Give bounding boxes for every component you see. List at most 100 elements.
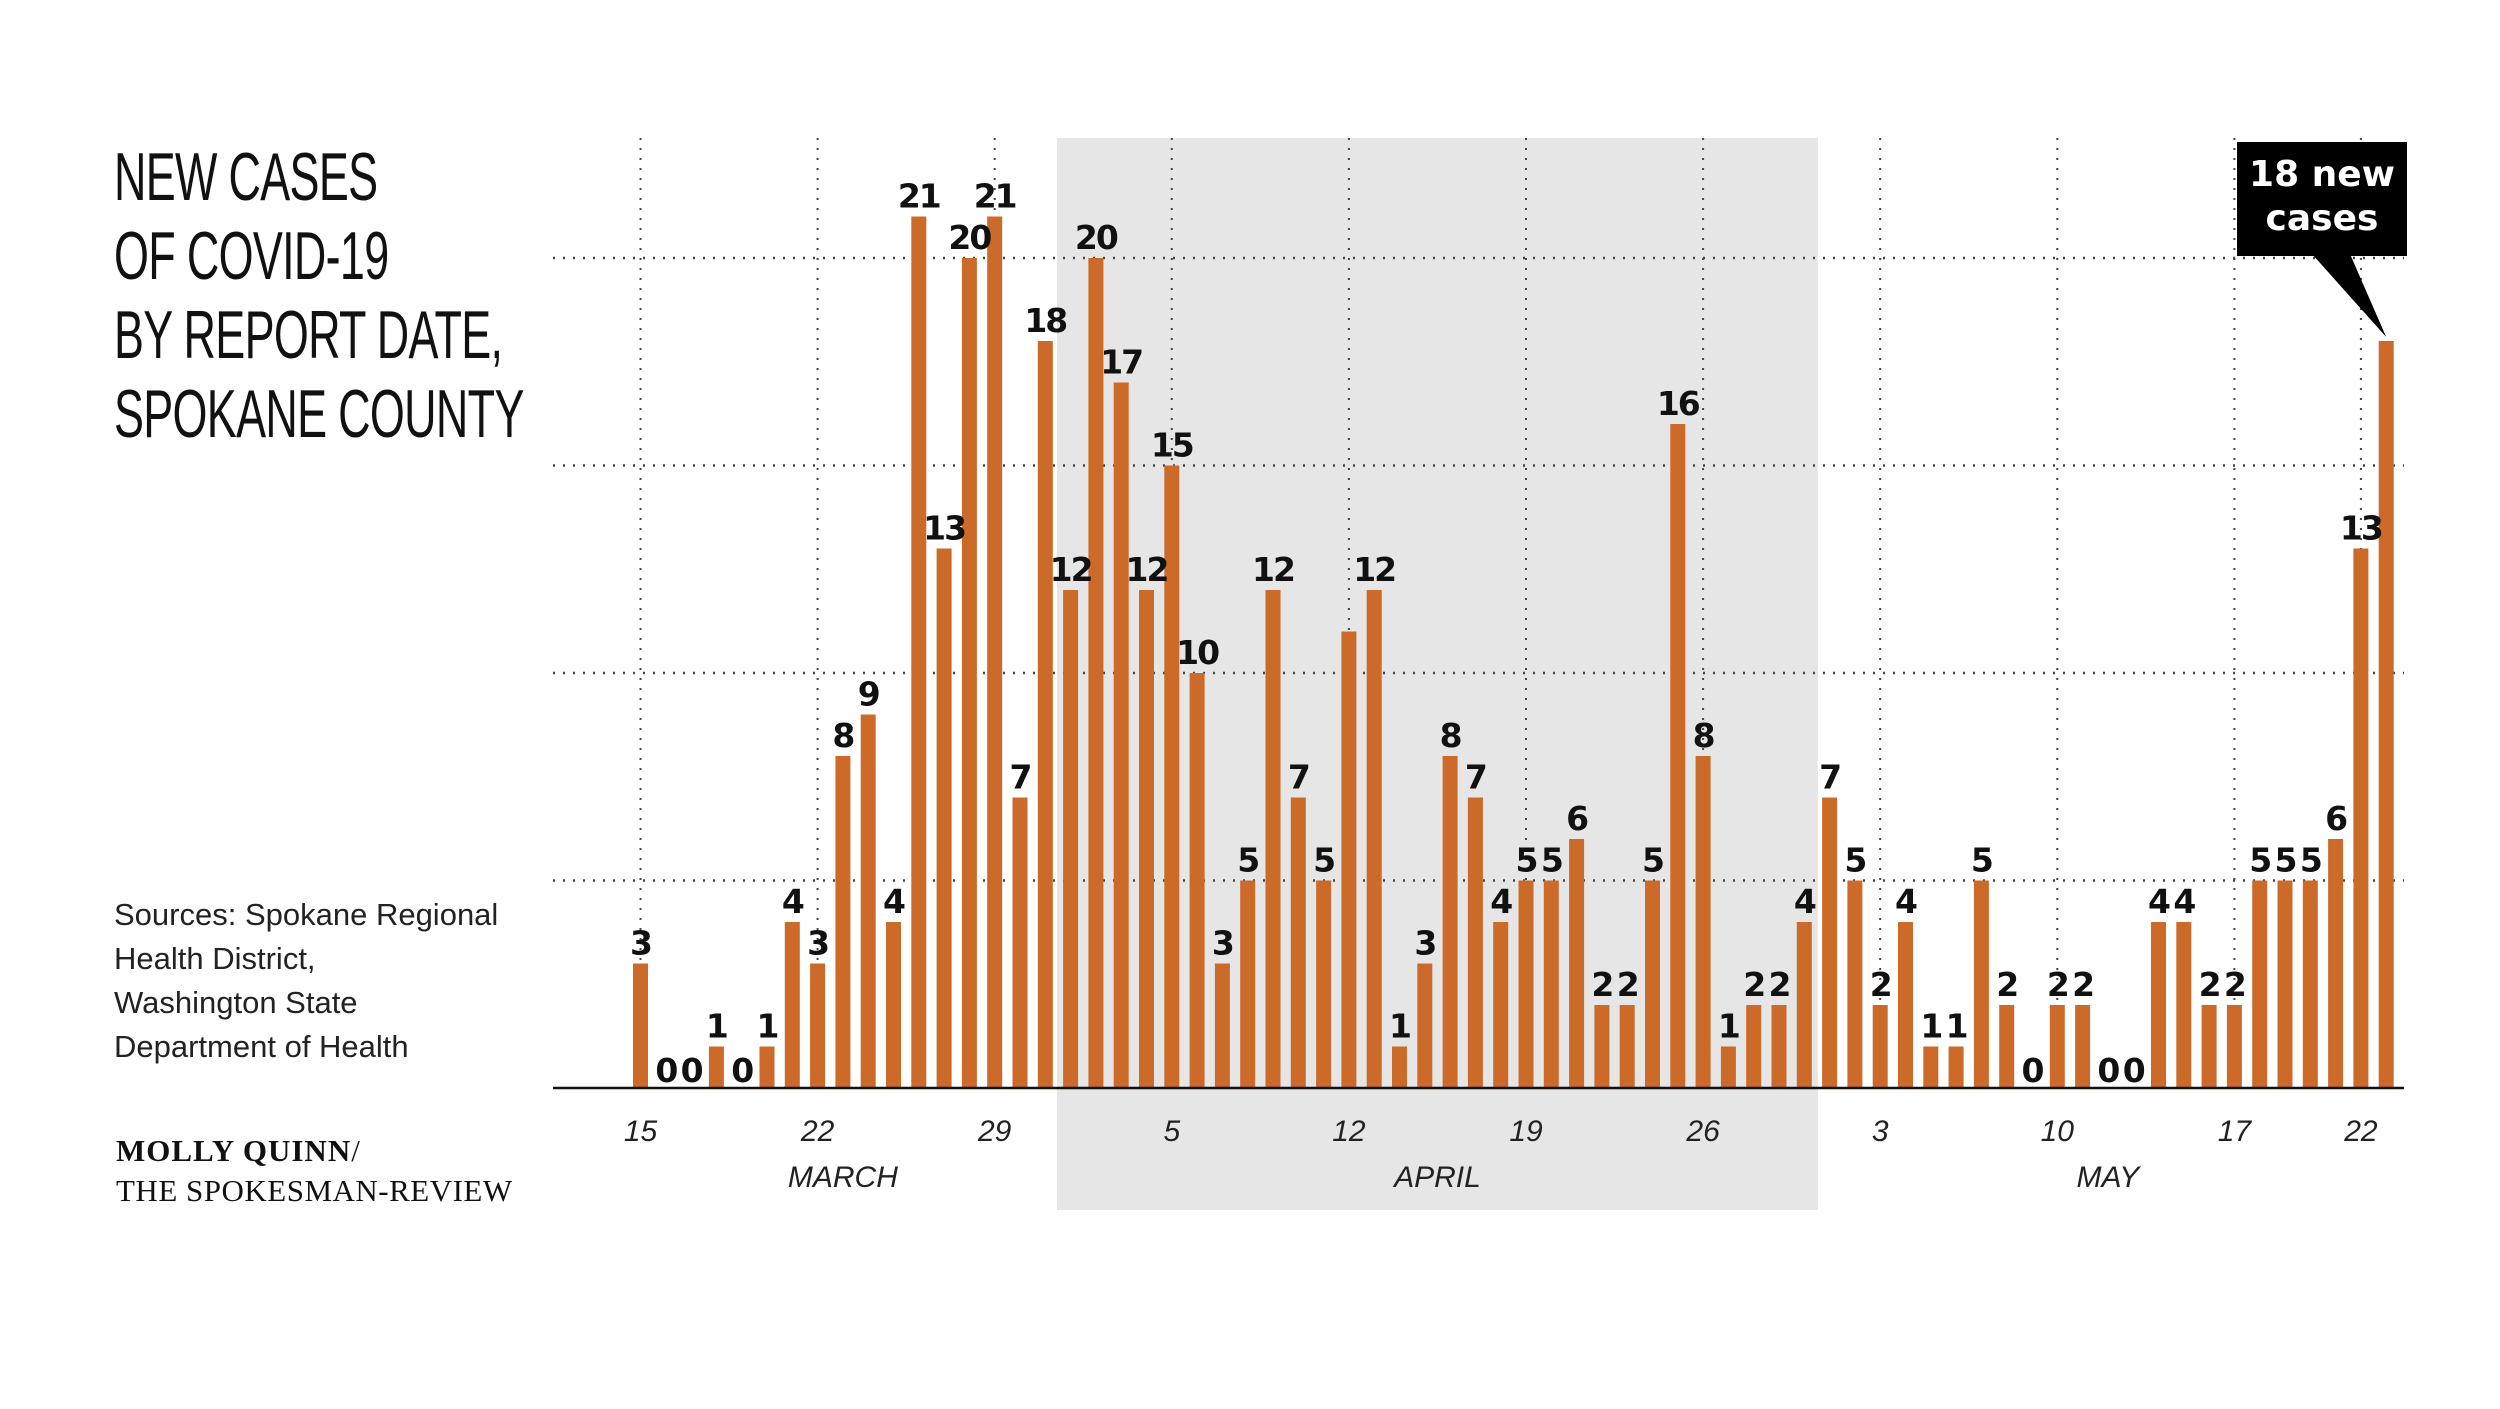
bar [1113,382,1129,1088]
bar [1771,1005,1787,1088]
value-label: 4 [782,882,804,921]
bar [1442,756,1458,1088]
bar [2226,1005,2242,1088]
value-label: 2 [1617,965,1638,1004]
callout-box [2237,142,2407,256]
value-label: 17 [1100,343,1142,382]
value-label: 1 [1946,1007,1967,1046]
value-label: 4 [2173,882,2195,921]
bar [886,922,901,1088]
bar [1493,922,1509,1088]
value-label: 2 [2047,965,2068,1004]
value-label: 4 [1895,882,1917,921]
bar [1619,1005,1635,1088]
x-tick-label: 10 [2041,1115,2075,1148]
value-label: 3 [630,924,651,963]
value-label: 3 [1414,924,1435,963]
value-label: 21 [898,177,940,216]
x-tick-label: 19 [1509,1115,1543,1148]
value-label: 7 [1819,758,1840,797]
x-tick-label: 5 [1163,1115,1180,1148]
value-label: 0 [2097,1051,2119,1090]
value-label: 7 [1465,758,1486,797]
value-label: 0 [681,1051,703,1090]
x-tick-label: 3 [1872,1115,1889,1148]
bar [1164,465,1180,1088]
month-label: MARCH [788,1161,898,1194]
x-tick-label: 29 [977,1115,1012,1148]
value-label: 3 [1212,924,1233,963]
x-tick-label: 12 [1332,1115,1366,1148]
value-label: 4 [883,882,905,921]
bar [1290,797,1306,1088]
value-label: 2 [1591,965,1612,1004]
value-label: 1 [1920,1007,1941,1046]
bar [1948,1046,1964,1088]
value-label: 5 [1313,841,1334,880]
value-label: 9 [858,675,879,714]
value-label: 15 [1151,426,1193,465]
chart-title: NEW CASES OF COVID-19 BY REPORT DATE, SP… [114,138,534,454]
bar [1670,424,1686,1088]
bar [1569,839,1585,1088]
bar [2176,922,2192,1088]
bar [961,258,977,1088]
bar [2049,1005,2065,1088]
x-tick-label: 22 [2343,1115,2378,1148]
value-label: 5 [2249,841,2270,880]
bar [1973,880,1989,1088]
bar [1316,880,1332,1088]
value-label: 1 [1718,1007,1739,1046]
x-tick-label: 22 [800,1115,835,1148]
bar [1088,258,1104,1088]
value-label: 13 [2340,509,2382,548]
value-label: 10 [1176,633,1219,672]
bar [1796,922,1812,1088]
bar [1543,880,1559,1088]
value-label: 8 [832,716,853,755]
value-label: 12 [1126,550,1168,589]
bar [1594,1005,1610,1088]
callout-pointer [2312,254,2387,337]
title-line-1: NEW CASES [114,139,378,215]
credit: MOLLY QUINN/ THE SPOKESMAN-REVIEW [116,1133,636,1209]
value-label: 0 [731,1051,753,1090]
value-label: 1 [1389,1007,1410,1046]
value-label: 1 [757,1007,778,1046]
value-label: 7 [1288,758,1309,797]
bar [708,1046,724,1088]
bar [784,922,800,1088]
bar [759,1046,775,1088]
bar [633,963,648,1088]
bar [835,756,851,1088]
value-label: 2 [2072,965,2093,1004]
bar [2252,880,2268,1088]
value-label: 4 [1490,882,1512,921]
x-tick-label: 15 [624,1115,658,1148]
value-label: 7 [1010,758,1031,797]
value-label: 21 [974,177,1016,216]
sources-note: Sources: Spokane Regional Health Distric… [114,893,534,1069]
x-tick-label: 26 [1685,1115,1720,1148]
bar [1847,880,1863,1088]
value-label: 0 [655,1051,677,1090]
sources-line-2: Health District, [114,941,316,976]
value-label: 5 [1516,841,1537,880]
value-label: 1 [706,1007,727,1046]
bar [1214,963,1230,1088]
credit-organization: THE SPOKESMAN-REVIEW [116,1173,513,1208]
value-label: 6 [2325,799,2347,838]
bar [1012,797,1028,1088]
credit-name: MOLLY QUINN [116,1133,352,1168]
bar [2277,880,2293,1088]
bar [1645,880,1660,1088]
bar [2353,548,2369,1088]
month-label: MAY [2077,1161,2142,1194]
bar [1265,590,1281,1088]
bar [1063,590,1079,1088]
value-label: 2 [2224,965,2245,1004]
bar [911,216,927,1088]
value-label: 12 [1353,550,1395,589]
value-label: 12 [1252,550,1294,589]
